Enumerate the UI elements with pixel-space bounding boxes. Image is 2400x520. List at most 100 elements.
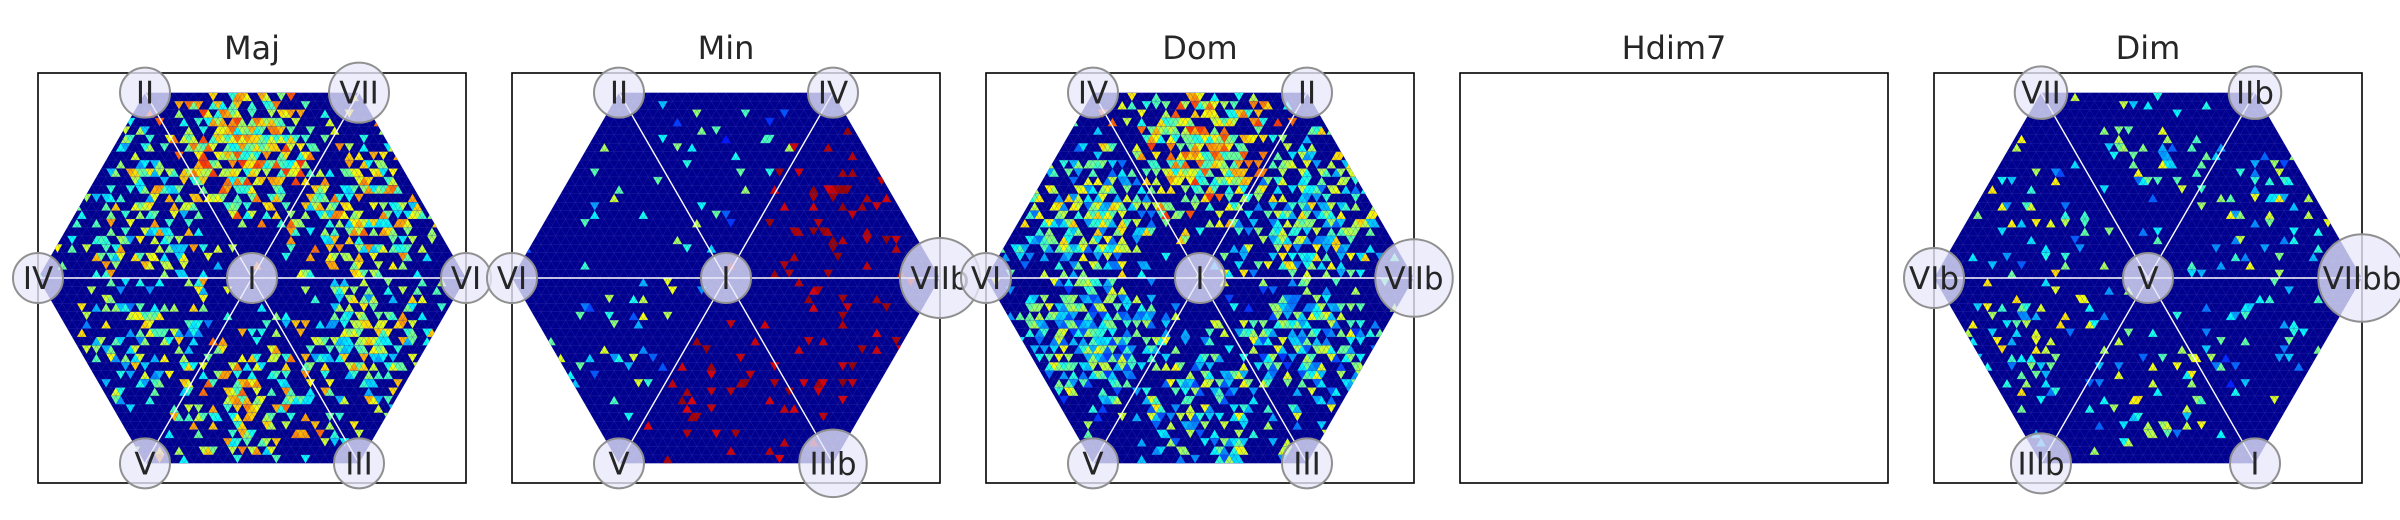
heatmap-cell — [1131, 193, 1142, 203]
heatmap-cell — [779, 202, 790, 211]
heatmap-cell — [242, 362, 252, 371]
heatmap-cell — [417, 278, 428, 287]
heatmap-cell — [692, 412, 702, 422]
heatmap-cell — [2143, 176, 2153, 186]
heatmap-cell — [1151, 362, 1162, 371]
heatmap-cell — [1146, 185, 1157, 194]
heatmap-cell — [436, 109, 447, 118]
heatmap-cell — [1068, 362, 1079, 371]
heatmap-cell — [1277, 160, 1288, 169]
heatmap-cell — [1107, 235, 1118, 245]
heatmap-cell — [1156, 337, 1166, 346]
heatmap-cell — [1321, 328, 1332, 337]
heatmap-cell — [706, 244, 717, 253]
heatmap-cell — [106, 278, 116, 287]
heatmap-cell — [1307, 143, 1317, 152]
heatmap-cell — [881, 303, 892, 312]
heatmap-cell — [1097, 395, 1108, 405]
heatmap-cell — [692, 219, 702, 228]
heatmap-cell — [986, 219, 996, 228]
heatmap-cell — [1151, 151, 1162, 161]
heatmap-cell — [247, 193, 257, 203]
heatmap-cell — [247, 134, 257, 144]
heatmap-cell — [623, 412, 634, 422]
heatmap-cell — [1229, 101, 1239, 110]
heatmap-cell — [1248, 337, 1259, 346]
heatmap-cell — [2079, 227, 2090, 236]
heatmap-cell — [349, 421, 359, 430]
heatmap-cell — [1039, 345, 1050, 354]
heatmap-cell — [208, 117, 218, 127]
heatmap-cell — [1088, 353, 1098, 363]
heatmap-cell — [256, 303, 267, 312]
heatmap-cell — [373, 219, 384, 228]
heatmap-cell — [1083, 185, 1093, 194]
heatmap-cell — [427, 227, 437, 236]
heatmap-cell — [1112, 193, 1123, 203]
heatmap-cell — [378, 227, 389, 236]
heatmap-cell — [1258, 286, 1269, 295]
heatmap-cell — [1316, 311, 1327, 321]
heatmap-cell — [1131, 320, 1142, 329]
heatmap-cell — [1141, 311, 1152, 321]
heatmap-cell — [1350, 286, 1361, 295]
heatmap-cell — [252, 395, 262, 405]
heatmap-cell — [154, 227, 165, 236]
heatmap-cell — [349, 320, 359, 329]
heatmap-cell — [1948, 328, 1959, 337]
heatmap-cell — [149, 168, 160, 177]
heatmap-cell — [164, 429, 175, 439]
heatmap-cell — [1166, 176, 1176, 186]
heatmap-cell — [1112, 387, 1123, 396]
heatmap-cell — [266, 176, 277, 186]
heatmap-cell — [2099, 261, 2110, 270]
heatmap-cell — [1049, 185, 1059, 194]
heatmap-cell — [2123, 438, 2134, 447]
vertex-label-bottom-right: III — [1281, 437, 1333, 490]
heatmap-cell — [1083, 379, 1093, 388]
heatmap-cell — [188, 168, 199, 177]
heatmap-cell — [407, 353, 418, 363]
heatmap-cell — [1054, 387, 1064, 396]
heatmap-cell — [1073, 185, 1084, 194]
heatmap-cell — [1234, 261, 1244, 270]
heatmap-cell — [1078, 235, 1089, 245]
heatmap-cell — [1039, 294, 1050, 304]
heatmap-cell — [2157, 160, 2168, 169]
heatmap-cell — [2007, 176, 2017, 186]
heatmap-cell — [169, 412, 179, 422]
heatmap-cell — [1958, 202, 1968, 211]
heatmap-cell — [1302, 219, 1312, 228]
heatmap-cell — [1355, 269, 1366, 278]
heatmap-cell — [300, 286, 311, 295]
heatmap-cell — [232, 101, 243, 110]
heatmap-cell — [1107, 244, 1118, 253]
heatmap-cell — [1107, 294, 1118, 304]
heatmap-cell — [1219, 143, 1230, 152]
heatmap-cell — [614, 185, 624, 194]
heatmap-cell — [1146, 219, 1157, 228]
heatmap-cell — [1277, 227, 1288, 236]
heatmap-cell — [359, 311, 369, 321]
heatmap-cell — [305, 151, 316, 161]
heatmap-cell — [1102, 286, 1113, 295]
heatmap-cell — [1370, 454, 1380, 464]
heatmap-cell — [1117, 311, 1127, 321]
heatmap-cell — [2055, 320, 2066, 329]
heatmap-cell — [388, 362, 398, 371]
heatmap-cell — [198, 109, 209, 118]
heatmap-cell — [1180, 379, 1191, 388]
heatmap-cell — [266, 193, 277, 203]
vertex-label-bottom-right: III — [333, 437, 385, 490]
heatmap-cell — [1161, 219, 1171, 228]
heatmap-cell — [106, 353, 116, 363]
heatmap-cell — [354, 362, 364, 371]
heatmap-cell — [1102, 210, 1113, 219]
heatmap-cell — [1248, 345, 1259, 354]
heatmap-cell — [1049, 311, 1059, 321]
heatmap-cell — [687, 395, 697, 405]
heatmap-cell — [1117, 353, 1127, 363]
heatmap-cell — [1297, 252, 1307, 262]
heatmap-cell — [1292, 337, 1303, 346]
heatmap-cell — [1350, 185, 1361, 194]
